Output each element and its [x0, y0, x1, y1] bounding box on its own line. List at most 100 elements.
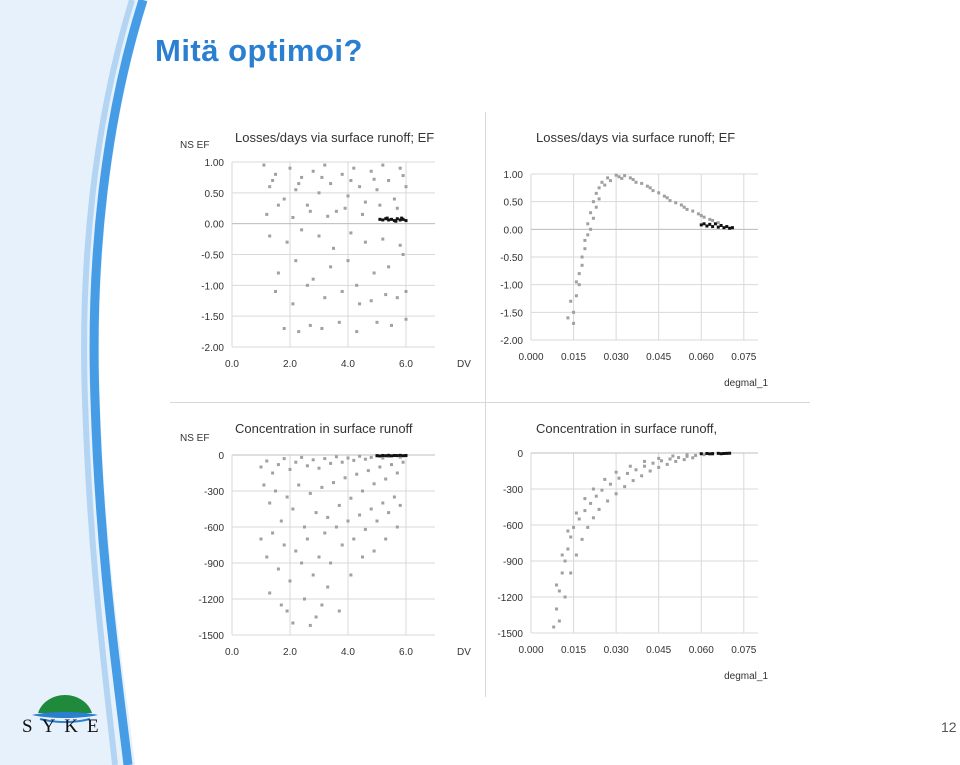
- data-point: [674, 459, 678, 463]
- data-point: [311, 458, 315, 462]
- data-point: [572, 310, 576, 314]
- data-point: [620, 176, 624, 180]
- y-tick-label: -600: [204, 523, 224, 534]
- data-point: [297, 483, 301, 487]
- data-point: [276, 271, 280, 275]
- data-point-highlight: [708, 452, 712, 456]
- data-point: [583, 238, 587, 242]
- x-tick-label: 0.045: [646, 645, 671, 656]
- data-point-highlight: [719, 452, 723, 456]
- data-point-highlight: [699, 452, 703, 456]
- data-point: [583, 247, 587, 251]
- y-tick-label: -1.00: [500, 281, 523, 292]
- data-point: [711, 218, 715, 222]
- data-point: [372, 482, 376, 486]
- y-tick-label: 0.50: [504, 198, 524, 209]
- data-point: [343, 206, 347, 210]
- data-point: [685, 207, 689, 211]
- data-point: [308, 209, 312, 213]
- data-point: [288, 166, 292, 170]
- data-point: [387, 511, 391, 515]
- data-point: [640, 181, 644, 185]
- data-point: [657, 456, 661, 460]
- data-point: [569, 299, 573, 303]
- data-point: [288, 579, 292, 583]
- data-point: [329, 182, 333, 186]
- data-point: [608, 179, 612, 183]
- data-point: [378, 203, 382, 207]
- data-point: [329, 461, 333, 465]
- x-tick-label: 0.060: [689, 645, 714, 656]
- page-number: 12: [941, 719, 957, 735]
- data-point-highlight: [404, 219, 408, 223]
- x-tick-label: 0.0: [225, 359, 239, 370]
- data-point: [589, 501, 593, 505]
- data-point: [594, 191, 598, 195]
- data-point: [268, 185, 272, 189]
- data-point: [262, 163, 266, 167]
- data-point: [366, 469, 370, 473]
- data-point: [702, 453, 706, 457]
- data-point: [685, 453, 689, 457]
- data-point: [640, 474, 644, 478]
- data-point: [265, 555, 269, 559]
- data-point-highlight: [400, 216, 404, 220]
- data-point: [390, 323, 393, 327]
- data-point: [392, 495, 396, 499]
- data-point: [363, 200, 367, 204]
- data-point: [381, 501, 385, 505]
- x-tick-label: 6.0: [399, 359, 413, 370]
- data-point: [343, 476, 347, 480]
- data-point: [274, 290, 277, 293]
- data-point-highlight: [394, 219, 398, 223]
- data-point: [276, 567, 280, 571]
- data-point: [586, 525, 590, 529]
- y-tick-label: -600: [503, 521, 523, 532]
- data-point: [583, 509, 587, 513]
- data-point-highlight: [398, 218, 402, 222]
- data-point-highlight: [395, 454, 399, 458]
- data-point-highlight: [722, 451, 726, 455]
- data-point: [691, 456, 695, 460]
- data-point: [271, 179, 275, 182]
- data-point: [308, 491, 312, 495]
- data-point: [274, 172, 277, 176]
- swoosh-inner: [81, 0, 135, 765]
- data-point: [586, 222, 590, 226]
- data-point-highlight: [708, 222, 712, 226]
- data-point: [401, 174, 405, 178]
- data-point-highlight: [392, 453, 396, 457]
- chart-grid: Losses/days via surface runoff; EF NS EF 1…: [170, 112, 810, 697]
- data-point: [552, 625, 556, 629]
- data-point: [387, 179, 391, 182]
- data-point-highlight: [398, 453, 402, 457]
- data-point: [404, 317, 408, 321]
- data-point: [574, 280, 578, 284]
- data-point: [279, 603, 283, 607]
- data-point: [282, 543, 286, 547]
- data-point: [285, 240, 289, 244]
- data-point: [300, 455, 304, 459]
- x-tick-label: 2.0: [283, 647, 297, 658]
- data-point: [580, 537, 584, 541]
- data-point: [645, 184, 649, 188]
- data-point: [332, 481, 335, 485]
- data-point: [358, 513, 362, 517]
- data-point: [387, 265, 391, 269]
- data-point: [259, 537, 263, 541]
- chart-title: Concentration in surface runoff,: [536, 421, 717, 436]
- y-tick-label: -1.50: [500, 308, 523, 319]
- swoosh-stroke: [89, 0, 148, 765]
- data-point: [305, 537, 309, 541]
- data-point: [401, 460, 405, 464]
- data-point: [577, 517, 581, 521]
- data-point: [381, 456, 385, 460]
- data-point-highlight: [375, 454, 379, 458]
- data-point: [600, 488, 604, 492]
- data-point: [311, 277, 315, 281]
- data-point: [600, 180, 604, 184]
- x-tick-label: 0.045: [646, 352, 671, 363]
- data-point: [268, 234, 272, 238]
- data-point: [691, 209, 695, 213]
- x-tick-label: 0.075: [731, 352, 756, 363]
